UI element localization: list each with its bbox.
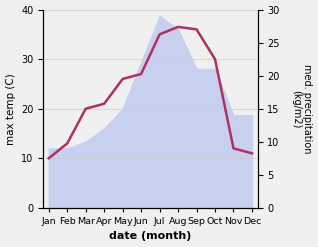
Y-axis label: med. precipitation
(kg/m2): med. precipitation (kg/m2): [291, 64, 313, 153]
X-axis label: date (month): date (month): [109, 231, 191, 242]
Y-axis label: max temp (C): max temp (C): [5, 73, 16, 144]
